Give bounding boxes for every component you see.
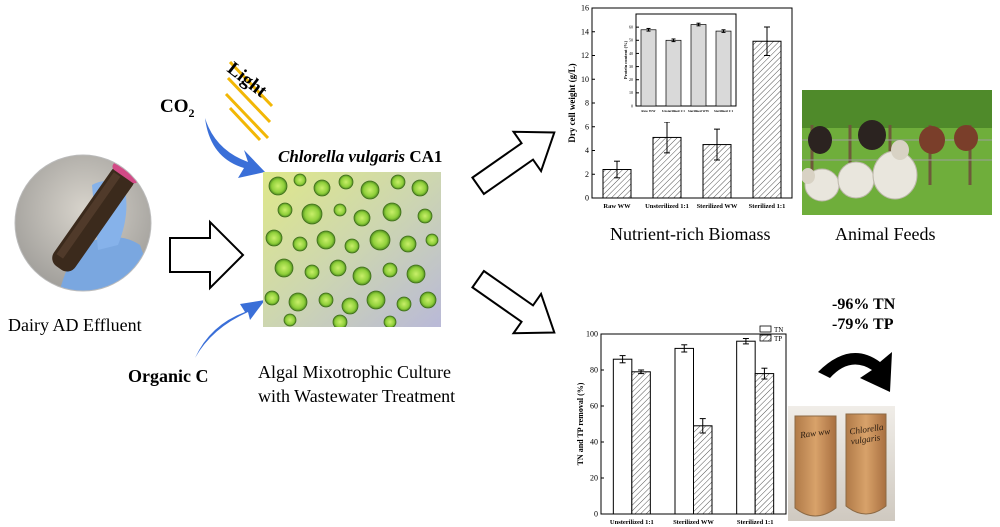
y-axis-label: Dry cell weight (g/L) [567,63,577,142]
y-tick-label: 30 [629,64,633,69]
x-tick-label: Sterilized WW [688,109,710,113]
co2-arrow [205,118,265,178]
legend-swatch [759,325,772,333]
y-tick-label: 12 [581,51,589,60]
bar-tn [612,358,633,515]
x-tick-label: Sterilized 1:1 [714,109,733,113]
x-tick-label: Unsterilized 1:1 [662,109,685,113]
y-tick-label: 0 [631,103,633,108]
y-tick-label: 40 [590,438,598,447]
y-tick-label: 4 [585,146,589,155]
tp-reduction-label: -79% TP [832,316,894,333]
y-axis-label: Protein content (%) [623,40,628,79]
co2-main: CO [160,96,189,117]
x-tick-label: Sterilized 1:1 [737,519,774,526]
culture-label-line1: Algal Mixotrophic Culture [258,362,451,382]
y-tick-label: 14 [581,27,589,36]
to-removal-arrow [471,269,556,335]
biomass-label: Nutrient-rich Biomass [610,224,771,244]
tn-reduction-label: -96% TN [832,296,896,313]
y-tick-label: 0 [594,510,598,519]
bar-tn [674,347,694,515]
co2-sub: 2 [188,105,195,120]
organism-italic: Chlorella vulgaris [278,147,406,166]
organism-label: Chlorella vulgaris CA1 [278,147,442,167]
y-tick-label: 2 [585,170,589,179]
y-tick-label: 0 [585,194,589,203]
y-tick-label: 40 [629,51,633,56]
y-tick-label: 60 [629,24,633,29]
legend-label: TP [774,335,782,343]
y-tick-label: 50 [629,38,633,43]
x-tick-label: Sterilized WW [673,519,714,526]
y-tick-label: 8 [585,99,589,108]
organic-c-arrow [195,300,265,358]
bar-tp [693,425,713,515]
y-tick-label: 10 [581,75,589,84]
x-tick-label: Sterilized 1:1 [749,203,786,210]
y-tick-label: 100 [586,330,598,339]
culture-label-line2: with Wastewater Treatment [258,386,456,406]
feeds-label: Animal Feeds [835,224,936,244]
x-tick-label: Raw WW [641,109,656,113]
bar-tn [736,340,756,515]
curved-black-arrow [818,352,892,392]
x-tick-label: Unsterilized 1:1 [645,203,689,210]
y-tick-label: 80 [590,366,598,375]
y-tick-label: 20 [629,77,633,82]
legend-swatch [759,334,772,342]
feed-arrow [169,219,245,291]
organism-strain: CA1 [409,147,443,166]
x-tick-label: Raw WW [603,203,631,210]
bar-tp [754,373,775,515]
y-tick-label: 60 [590,402,598,411]
y-tick-label: 16 [581,4,589,13]
co2-label: CO2 [160,96,195,121]
organic-c-label: Organic C [128,366,209,386]
y-tick-label: 10 [629,90,633,95]
bar [752,40,782,199]
y-tick-label: 6 [585,122,589,131]
plot-frame [635,13,737,107]
bar-tp [631,371,651,515]
to-biomass-arrow [471,130,556,196]
x-tick-label: Sterilized WW [697,203,738,210]
y-axis-label: TN and TP removal (%) [576,382,585,465]
y-tick-label: 20 [590,474,598,483]
light-rays [224,60,274,142]
legend-label: TN [774,326,783,334]
dairy-label: Dairy AD Effluent [8,315,142,335]
x-tick-label: Unsterilized 1:1 [610,519,654,526]
